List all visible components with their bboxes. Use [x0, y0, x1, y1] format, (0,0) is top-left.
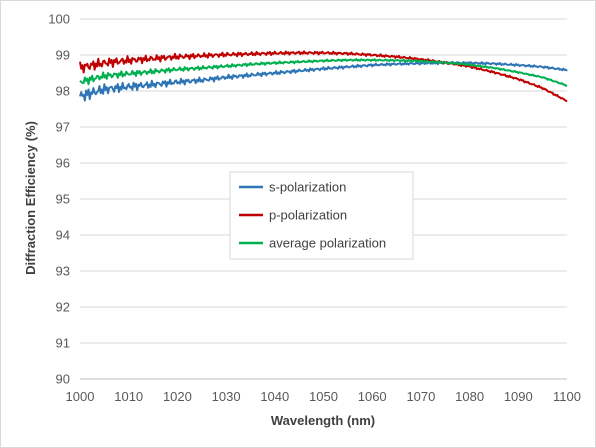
series-line-s-polarization	[79, 60, 568, 102]
x-tick-label: 1090	[504, 389, 533, 404]
y-tick-label: 90	[56, 372, 70, 387]
y-tick-label: 91	[56, 336, 70, 351]
x-tick-label: 1020	[163, 389, 192, 404]
x-tick-label: 1100	[553, 389, 581, 404]
y-tick-label: 100	[48, 12, 70, 27]
x-tick-label: 1030	[212, 389, 241, 404]
x-tick-label: 1000	[66, 389, 95, 404]
series-line-average-polarization	[79, 58, 568, 87]
x-tick-label: 1060	[358, 389, 387, 404]
y-tick-label: 94	[56, 228, 70, 243]
legend-label: s-polarization	[269, 180, 346, 195]
series-layer	[79, 50, 568, 103]
legend: s-polarization p-polarization average pola…	[229, 171, 414, 260]
y-axis-title: Diffraction Efficiency (%)	[23, 121, 38, 275]
x-tick-label: 1080	[455, 389, 484, 404]
legend-label: average polarization	[269, 236, 386, 251]
axis-layer: 90 91 92 93 94 95 96 97 98 99 100 1000 1010 1020 1030 1…	[48, 12, 581, 405]
x-tick-label: 1050	[309, 389, 338, 404]
y-tick-label: 97	[56, 120, 70, 135]
y-tick-label: 95	[56, 192, 70, 207]
x-tick-label: 1010	[114, 389, 143, 404]
x-tick-label: 1040	[260, 389, 289, 404]
x-axis-title: Wavelength (nm)	[271, 413, 375, 428]
x-tick-label: 1070	[406, 389, 435, 404]
y-tick-label: 93	[56, 264, 70, 279]
y-tick-label: 92	[56, 300, 70, 315]
y-tick-label: 96	[56, 156, 70, 171]
y-tick-label: 98	[56, 84, 70, 99]
y-tick-label: 99	[56, 48, 70, 63]
series-line-p-polarization	[79, 50, 568, 103]
legend-label: p-polarization	[269, 208, 347, 223]
